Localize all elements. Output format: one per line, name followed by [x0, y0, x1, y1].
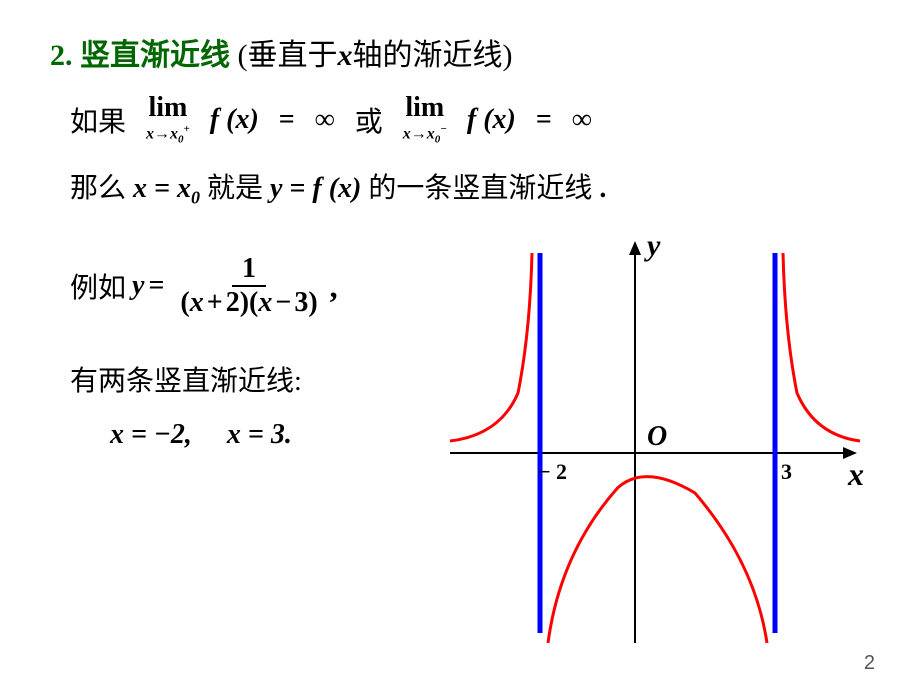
limit-right: lim x→x0+	[146, 94, 190, 146]
fx1: f (x)	[210, 104, 259, 136]
lim-text: lim	[148, 94, 187, 122]
example-eq: =	[148, 270, 164, 302]
yeq: y = f (x)	[270, 173, 361, 204]
asymptote-values: x = −2, x = 3.	[110, 419, 440, 451]
svg-text:− 2: − 2	[538, 459, 567, 484]
fraction: 1 (x+2)(x−3)	[174, 253, 323, 319]
den-open: (	[180, 287, 189, 318]
heading-title: 竖直渐近线	[80, 39, 230, 72]
eq1: =	[279, 104, 295, 136]
lim-sub1: x→x	[146, 125, 178, 142]
lim-sub2-sup: −	[440, 123, 447, 135]
paren-close: )	[503, 39, 513, 72]
section-heading: 2. 竖直渐近线 (垂直于x轴的渐近线)	[50, 30, 870, 74]
eq2: =	[536, 104, 552, 136]
xeq-zero: 0	[191, 187, 200, 207]
desc-label: 的一条竖直渐近线	[368, 173, 592, 204]
heading-number: 2.	[50, 39, 73, 72]
asym-x1: x = −2,	[110, 419, 192, 450]
inf1: ∞	[315, 104, 335, 136]
dot: .	[599, 173, 606, 204]
example-formula: 例如 y = 1 (x+2)(x−3) ,	[70, 253, 440, 319]
definition-line2: 那么 x = x0 就是 y = f (x) 的一条竖直渐近线 .	[70, 166, 850, 209]
svg-text:O: O	[647, 421, 667, 452]
if-label: 如果	[70, 100, 126, 140]
paren-var: x	[338, 39, 353, 72]
frac-num: 1	[232, 253, 266, 287]
comma: ,	[330, 268, 338, 305]
den-close: )	[308, 287, 317, 318]
inf2: ∞	[572, 104, 592, 136]
den-x1: x	[190, 287, 204, 318]
graph-svg: y x O − 2 3	[440, 233, 870, 653]
lim-sub2: x→x	[403, 125, 435, 142]
xeq: x = x	[133, 173, 191, 204]
then-label: 那么	[70, 173, 126, 204]
lim-sub1-zero: 0	[178, 134, 184, 146]
is-label: 就是	[207, 173, 263, 204]
definition-line1: 如果 lim x→x0+ f (x) = ∞ 或 lim x→x0− f (x)…	[70, 94, 850, 146]
svg-text:y: y	[644, 233, 661, 262]
graph: y x O − 2 3	[440, 233, 870, 653]
fx2: f (x)	[467, 104, 516, 136]
lim-sub2-zero: 0	[435, 134, 441, 146]
limit-left: lim x→x0−	[403, 94, 447, 146]
den-plus: +	[207, 287, 223, 318]
den-3: 3	[294, 287, 308, 318]
svg-text:3: 3	[781, 459, 792, 484]
paren-text1: 垂直于	[248, 39, 338, 72]
page-number: 2	[864, 652, 875, 675]
paren-open: (	[238, 39, 248, 72]
den-minus: −	[275, 287, 291, 318]
den-2: 2	[226, 287, 240, 318]
den-x2: x	[258, 287, 272, 318]
lim-sub1-sup: +	[184, 123, 190, 135]
paren-text2: 轴的渐近线	[353, 39, 503, 72]
or-label: 或	[355, 100, 383, 140]
lim-text2: lim	[405, 94, 444, 122]
svg-text:x: x	[847, 456, 864, 492]
asym-x2: x = 3.	[227, 419, 292, 450]
den-mid: )(	[240, 287, 259, 318]
example-label: 例如	[70, 266, 126, 306]
example-y: y	[132, 270, 144, 302]
caption: 有两条竖直渐近线:	[70, 359, 440, 399]
